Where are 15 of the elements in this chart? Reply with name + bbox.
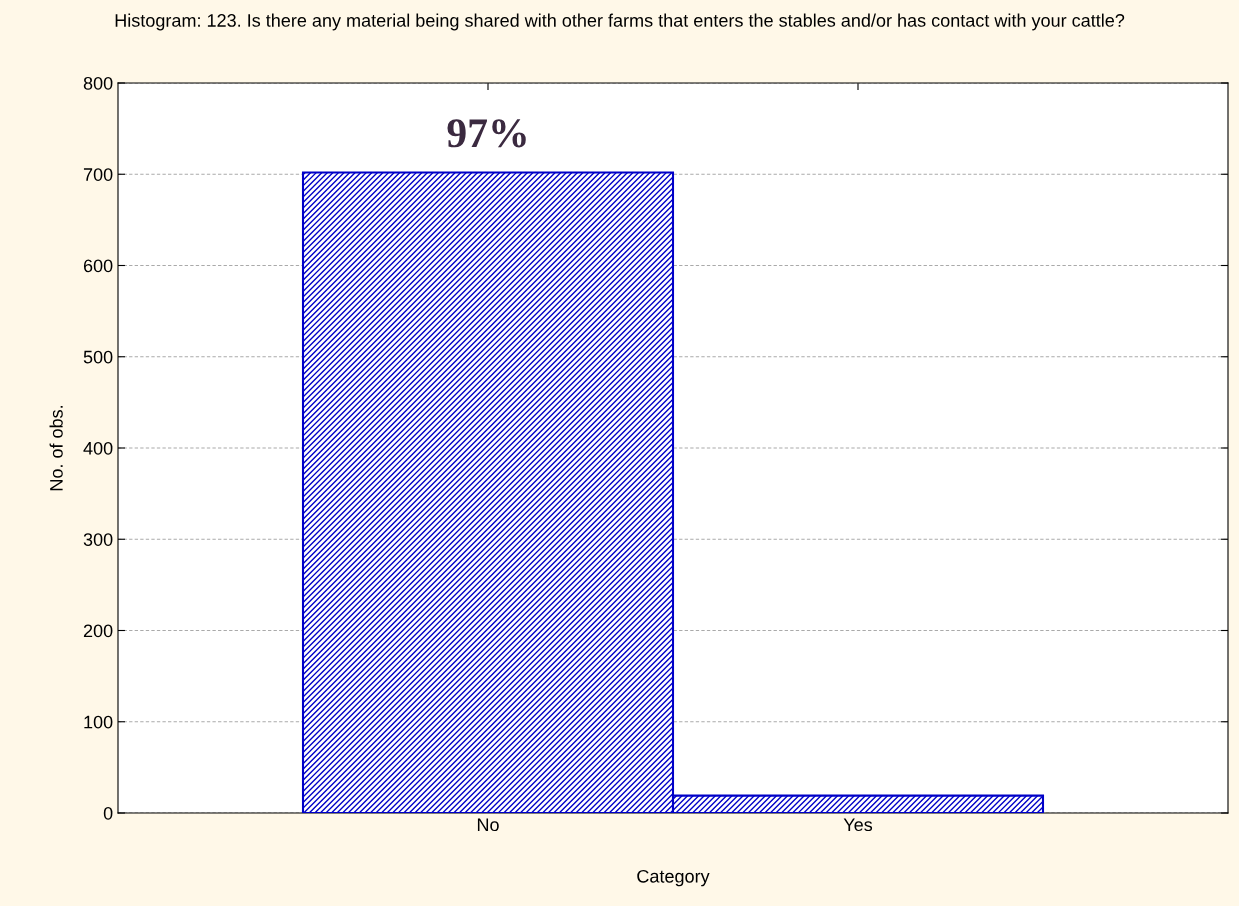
y-tick-label: 500 — [83, 350, 113, 364]
y-tick-label: 0 — [103, 806, 113, 820]
y-tick-label: 400 — [83, 441, 113, 455]
annotation: 97% — [447, 119, 526, 148]
chart-title: Histogram: 123. Is there any material being shared with other farms that enters the stables and/or has contact with your cattle? — [115, 13, 1125, 31]
y-tick-label: 100 — [84, 715, 113, 729]
y-tick-label: 300 — [83, 533, 113, 546]
y-tick-label: 200 — [83, 624, 113, 638]
y-tick-label: 800 — [83, 76, 113, 90]
x-tick-label: Yes — [843, 818, 873, 832]
y-tick-label: 700 — [83, 168, 113, 181]
y-axis-title: No. of obs. — [49, 405, 63, 491]
y-tick-label: 600 — [83, 259, 113, 273]
x-tick-label: No — [477, 818, 499, 832]
x-axis-title: Category — [637, 869, 710, 887]
